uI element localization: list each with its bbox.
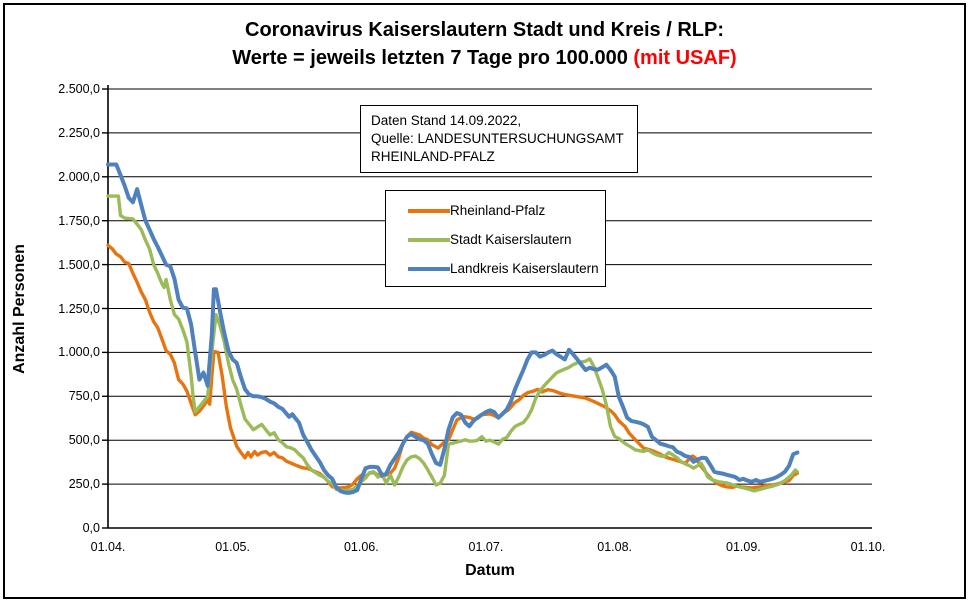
legend-line-swatch	[408, 237, 450, 242]
x-tick-label: 01.06.	[343, 540, 379, 554]
y-tick-label: 2.250,0	[58, 125, 100, 140]
legend-label: Landkreis Kaiserslautern	[450, 261, 599, 276]
y-tick-label: 250,0	[68, 477, 100, 492]
x-axis-title: Datum	[465, 562, 515, 579]
info-line-source2: RHEINLAND-PFALZ	[371, 149, 495, 164]
series-line-stadt-kaiserslautern	[106, 194, 800, 493]
y-tick-label: 1.750,0	[58, 213, 100, 228]
x-tick-label: 01.04.	[90, 540, 126, 554]
series-line-landkreis-kaiserslautern	[106, 162, 800, 495]
chart-title-line2: Werte = jeweils letzten 7 Tage pro 100.0…	[0, 44, 969, 72]
legend: Rheinland-Pfalz Stadt Kaiserslautern Landk…	[385, 190, 606, 287]
y-tick-label: 2.000,0	[58, 169, 100, 184]
y-tick-label: 1.250,0	[58, 301, 100, 316]
y-axis-title: Anzahl Personen	[11, 244, 28, 374]
x-tick-label: 01.10.	[850, 540, 886, 554]
chart-title-line2-black: Werte = jeweils letzten 7 Tage pro 100.0…	[232, 47, 634, 69]
info-line-source: Quelle: LANDESUNTERSUCHUNGSAMT	[371, 131, 624, 146]
outer-border	[3, 3, 966, 599]
x-tick-label: 01.09.	[726, 540, 761, 554]
legend-line-swatch	[408, 208, 450, 213]
y-tick-label: 2.500,0	[58, 82, 100, 96]
legend-item: Rheinland-Pfalz	[386, 196, 605, 225]
legend-label: Stadt Kaiserslautern	[450, 232, 572, 247]
legend-label: Rheinland-Pfalz	[450, 203, 546, 218]
y-tick-label: 1.500,0	[58, 257, 100, 272]
y-tick-label: 750,0	[68, 389, 100, 404]
x-tick-label: 01.05.	[215, 540, 250, 554]
x-tick-label: 01.07.	[468, 540, 504, 554]
chart-title-line1: Coronavirus Kaiserslautern Stadt und Kre…	[245, 19, 724, 41]
legend-item: Landkreis Kaiserslautern	[386, 254, 605, 283]
y-tick-label: 1.000,0	[58, 345, 100, 360]
x-tick-label: 01.08.	[597, 540, 633, 554]
info-line-date: Daten Stand 14.09.2022,	[371, 113, 522, 128]
chart-title-line2-red: (mit USAF)	[633, 47, 737, 69]
chart-title: Coronavirus Kaiserslautern Stadt und Kre…	[0, 16, 969, 72]
data-source-info-box: Daten Stand 14.09.2022, Quelle: LANDESUN…	[360, 105, 638, 173]
legend-item: Stadt Kaiserslautern	[386, 225, 605, 254]
legend-line-swatch	[408, 266, 450, 271]
y-tick-label: 0,0	[82, 521, 100, 535]
y-tick-label: 500,0	[68, 433, 100, 448]
